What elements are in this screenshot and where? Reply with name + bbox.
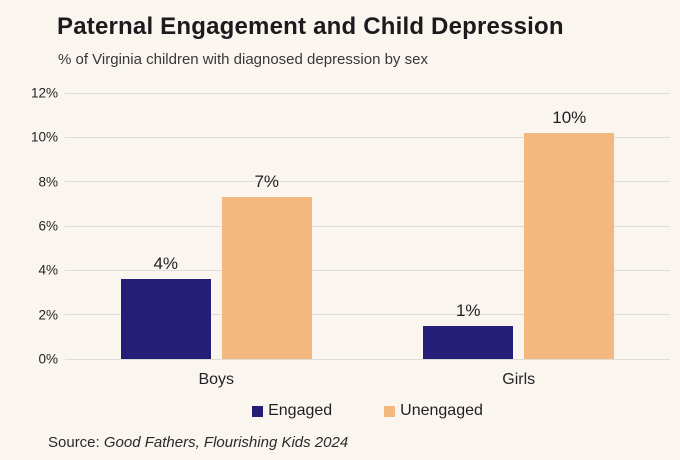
- y-tick-label: 8%: [38, 174, 58, 190]
- y-tick-label: 2%: [38, 307, 58, 323]
- bar-value-label: 4%: [153, 254, 179, 274]
- gridline: [65, 136, 670, 138]
- legend: Engaged Unengaged: [65, 402, 670, 420]
- gridline: [65, 269, 670, 271]
- gridline: [65, 225, 670, 227]
- bar-group-boys: 4% 7%: [65, 93, 368, 359]
- bar-value-label: 10%: [552, 107, 587, 127]
- chart-subtitle: % of Virginia children with diagnosed de…: [58, 51, 428, 68]
- bar-girls-unengaged: [524, 132, 615, 359]
- bar-value-label: 1%: [455, 300, 481, 320]
- gridline: [65, 358, 670, 360]
- bar-boys-engaged: [120, 279, 211, 359]
- y-tick-label: 4%: [38, 262, 58, 278]
- y-tick-label: 0%: [38, 351, 58, 367]
- bar-value-label: 7%: [254, 172, 280, 192]
- legend-item-unengaged: Unengaged: [384, 402, 483, 420]
- bar-column: 1%: [423, 300, 514, 359]
- y-tick-label: 12%: [30, 85, 58, 101]
- bar-girls-engaged: [423, 325, 514, 359]
- legend-swatch-icon: [384, 405, 396, 417]
- bar-column: 10%: [524, 107, 615, 359]
- bar-group-girls: 1% 10%: [368, 93, 671, 359]
- plot-area: 4% 7% 1% 10%: [65, 92, 670, 360]
- bar-column: 4%: [120, 254, 211, 359]
- x-category-label: Girls: [502, 371, 536, 388]
- bar-column: 7%: [221, 172, 312, 359]
- legend-label: Engaged: [268, 402, 333, 419]
- gridline: [65, 314, 670, 316]
- legend-item-engaged: Engaged: [252, 402, 332, 420]
- legend-swatch-icon: [252, 405, 264, 417]
- x-category-label: Boys: [198, 371, 235, 388]
- y-tick-label: 10%: [30, 129, 58, 145]
- bar-boys-unengaged: [221, 197, 312, 359]
- bar-groups: 4% 7% 1% 10%: [65, 93, 670, 359]
- source-note: Source: Good Fathers, Flourishing Kids 2…: [48, 434, 348, 451]
- source-prefix: Source:: [48, 434, 104, 451]
- gridline: [65, 92, 670, 94]
- legend-label: Unengaged: [400, 402, 483, 419]
- y-axis: 0% 2% 4% 6% 8% 10% 12%: [0, 86, 58, 367]
- y-tick-label: 6%: [38, 218, 58, 234]
- gridline: [65, 181, 670, 183]
- chart-title: Paternal Engagement and Child Depression: [57, 13, 564, 40]
- source-citation: Good Fathers, Flourishing Kids 2024: [103, 434, 349, 451]
- x-axis-labels: Boys Girls: [65, 371, 670, 389]
